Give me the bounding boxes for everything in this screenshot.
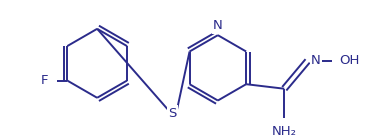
Text: S: S: [168, 107, 177, 120]
Text: NH₂: NH₂: [272, 125, 297, 138]
Text: N: N: [213, 19, 223, 33]
Text: F: F: [41, 74, 48, 87]
Text: OH: OH: [339, 54, 360, 67]
Text: N: N: [311, 54, 321, 66]
